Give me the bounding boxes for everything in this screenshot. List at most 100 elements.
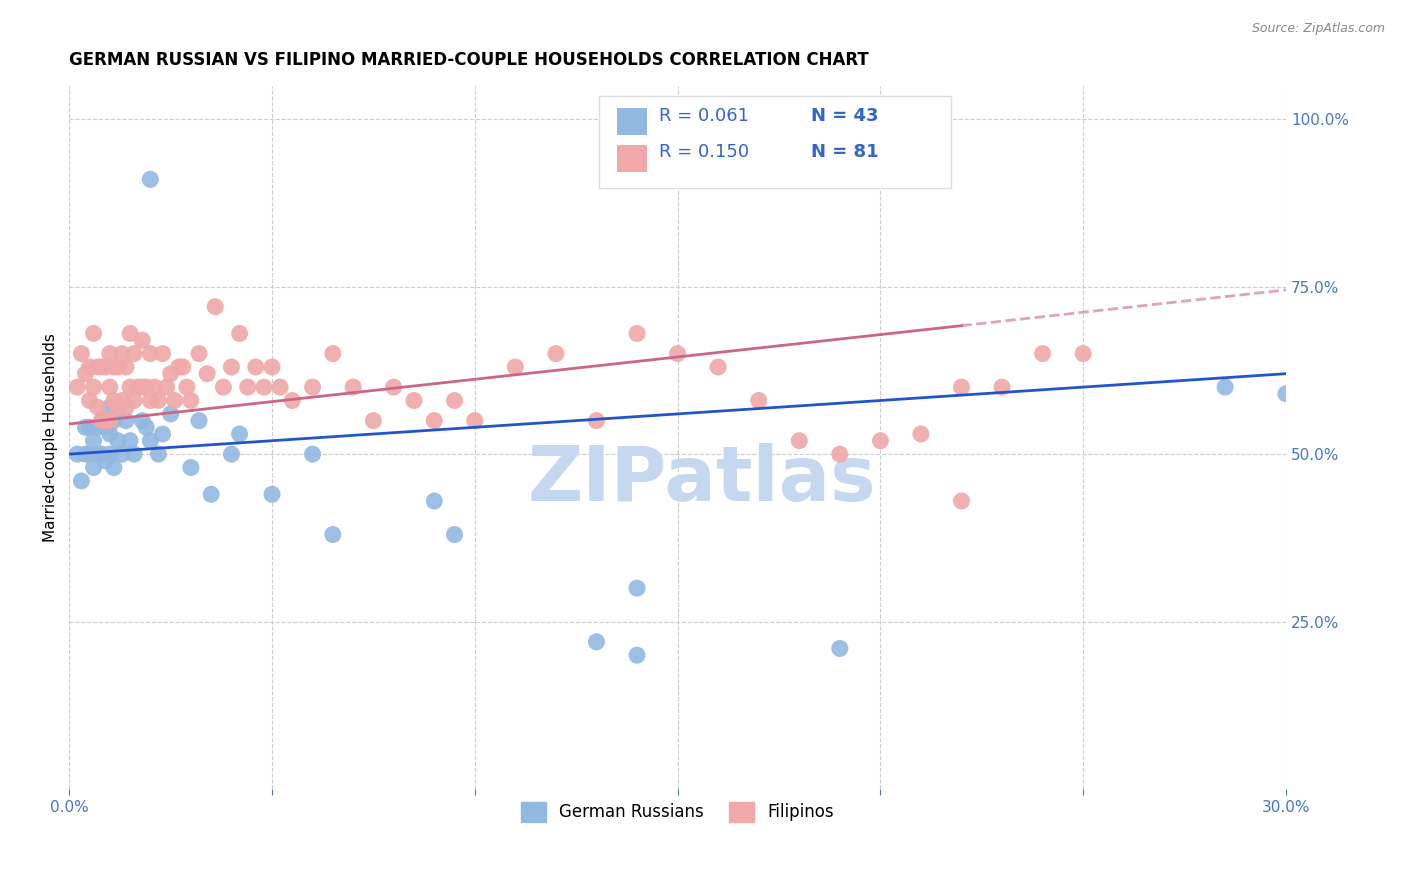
Point [122, 346, 145, 360]
Text: N = 81: N = 81 [811, 144, 879, 161]
Point [139, 434, 162, 448]
Point [828, 641, 851, 656]
Point [1275, 386, 1298, 401]
Point [103, 414, 125, 428]
Point [176, 380, 198, 394]
Point [505, 359, 527, 374]
Point [281, 393, 304, 408]
Point [98, 414, 121, 428]
Point [910, 427, 932, 442]
Text: GERMAN RUSSIAN VS FILIPINO MARRIED-COUPLE HOUSEHOLDS CORRELATION CHART: GERMAN RUSSIAN VS FILIPINO MARRIED-COUPL… [69, 51, 869, 69]
Point [423, 494, 446, 508]
Point [443, 393, 465, 408]
Point [188, 414, 211, 428]
Point [111, 346, 134, 360]
Point [107, 401, 129, 415]
Point [122, 393, 145, 408]
Point [94, 454, 117, 468]
Point [139, 346, 162, 360]
Point [363, 414, 385, 428]
Point [402, 393, 425, 408]
Point [155, 380, 177, 394]
Point [98, 447, 121, 461]
Point [111, 447, 134, 461]
Point [626, 581, 648, 595]
Point [86, 420, 108, 434]
Point [107, 359, 129, 374]
Point [122, 447, 145, 461]
Point [103, 359, 125, 374]
Point [159, 407, 181, 421]
Point [950, 380, 973, 394]
Point [66, 447, 89, 461]
Point [79, 359, 101, 374]
Point [107, 434, 129, 448]
Point [585, 634, 607, 648]
Point [111, 393, 134, 408]
Point [1213, 380, 1236, 394]
Point [828, 447, 851, 461]
Point [585, 414, 607, 428]
Point [139, 172, 162, 186]
Point [131, 333, 153, 347]
Point [322, 346, 344, 360]
Legend: German Russians, Filipinos: German Russians, Filipinos [509, 790, 846, 834]
Point [221, 359, 243, 374]
Point [75, 447, 97, 461]
Point [131, 414, 153, 428]
Point [382, 380, 405, 394]
Point [86, 359, 108, 374]
Point [322, 527, 344, 541]
Point [98, 380, 121, 394]
Point [228, 427, 250, 442]
Point [260, 487, 283, 501]
Bar [617, 145, 647, 172]
Point [83, 326, 105, 341]
Point [135, 380, 157, 394]
Point [115, 414, 138, 428]
Point [228, 326, 250, 341]
Point [260, 359, 283, 374]
Point [148, 393, 170, 408]
Point [159, 367, 181, 381]
Text: R = 0.061: R = 0.061 [659, 107, 749, 125]
Point [748, 393, 770, 408]
Point [163, 393, 186, 408]
Point [626, 648, 648, 663]
Point [79, 447, 101, 461]
Point [167, 359, 190, 374]
Point [79, 393, 101, 408]
Point [212, 380, 235, 394]
Point [103, 393, 125, 408]
Point [180, 393, 202, 408]
Point [195, 367, 218, 381]
Point [94, 420, 117, 434]
Point [70, 346, 93, 360]
Bar [599, 96, 952, 187]
Point [94, 414, 117, 428]
Point [115, 359, 138, 374]
Point [66, 380, 89, 394]
Point [626, 326, 648, 341]
Point [152, 346, 174, 360]
Point [188, 346, 211, 360]
Point [86, 401, 108, 415]
Point [120, 326, 142, 341]
Point [991, 380, 1014, 394]
Point [70, 474, 93, 488]
Point [135, 420, 157, 434]
Point [131, 380, 153, 394]
Point [148, 447, 170, 461]
Point [200, 487, 222, 501]
Point [83, 380, 105, 394]
Point [86, 447, 108, 461]
Text: ZIPatlas: ZIPatlas [527, 442, 876, 516]
Point [464, 414, 486, 428]
Point [83, 460, 105, 475]
Point [75, 367, 97, 381]
Point [94, 359, 117, 374]
Point [1032, 346, 1054, 360]
Point [180, 460, 202, 475]
Point [236, 380, 259, 394]
Point [950, 494, 973, 508]
